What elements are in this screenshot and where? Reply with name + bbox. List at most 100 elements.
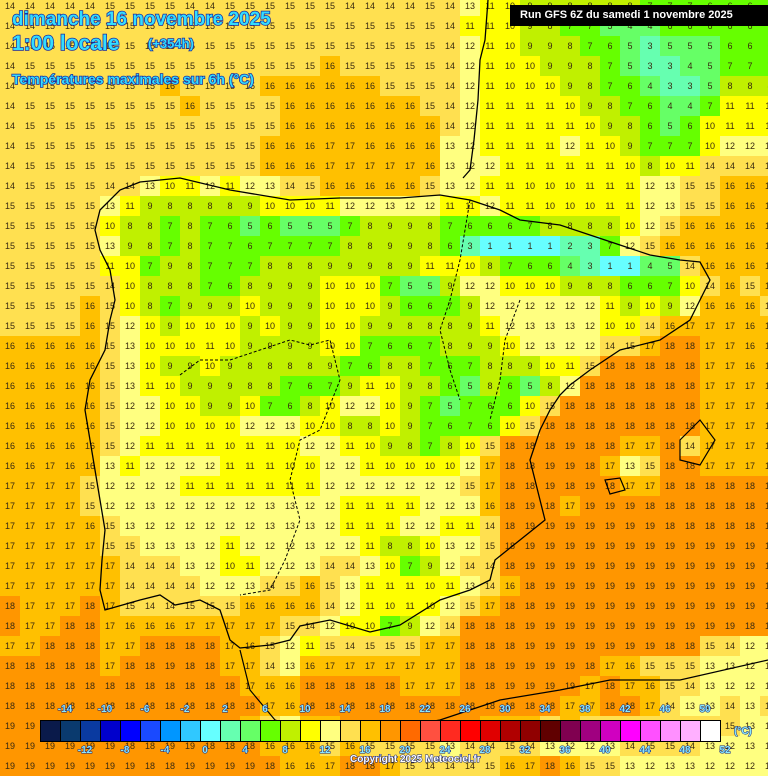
temperature-value: 8 [427, 241, 433, 251]
grid-cell [440, 0, 460, 16]
temperature-value: 12 [464, 41, 475, 51]
grid-cell [760, 276, 768, 296]
grid-cell [280, 336, 300, 356]
grid-cell [400, 56, 420, 76]
grid-cell [160, 236, 180, 256]
grid-cell [240, 256, 260, 276]
grid-cell [400, 336, 420, 356]
grid-cell [340, 336, 360, 356]
grid-cell [440, 176, 460, 196]
grid-cell [680, 316, 700, 336]
temperature-value: 7 [167, 301, 173, 311]
grid-cell [0, 276, 20, 296]
temperature-value: 10 [504, 41, 515, 51]
temperature-value: 15 [324, 21, 335, 31]
temperature-value: 7 [587, 21, 593, 31]
grid-cell [200, 156, 220, 176]
temperature-value: 12 [524, 341, 535, 351]
temperature-value: 4 [627, 21, 633, 31]
grid-cell [260, 236, 280, 256]
grid-cell [400, 0, 420, 16]
temperature-value: 5 [627, 41, 633, 51]
grid-cell [760, 216, 768, 236]
temperature-value: 15 [44, 281, 55, 291]
grid-cell [60, 116, 80, 136]
temperature-value: 9 [407, 221, 413, 231]
grid-cell [340, 196, 360, 216]
temperature-value: 4 [567, 261, 573, 271]
grid-cell [480, 216, 500, 236]
temperature-value: 18 [604, 361, 615, 371]
grid-cell [240, 76, 260, 96]
grid-cell [220, 236, 240, 256]
temperature-value: 13 [104, 201, 115, 211]
temperature-value: 8 [727, 81, 733, 91]
temperature-value: 14 [684, 261, 695, 271]
temperature-value: 16 [44, 341, 55, 351]
temperature-value: 6 [647, 121, 653, 131]
grid-cell [500, 96, 520, 116]
temperature-value: 16 [264, 81, 275, 91]
grid-cell [460, 96, 480, 116]
grid-cell [160, 196, 180, 216]
temperature-value: 15 [184, 21, 195, 31]
grid-cell [360, 256, 380, 276]
temperature-value: 11 [545, 161, 555, 171]
temperature-value: 15 [24, 41, 35, 51]
temperature-value: 16 [704, 221, 715, 231]
grid-cell [580, 136, 600, 156]
temperature-value: 5 [667, 121, 673, 131]
grid-cell [240, 96, 260, 116]
temperature-value: 17 [404, 161, 415, 171]
temperature-value: 15 [224, 21, 235, 31]
temperature-value: 15 [384, 41, 395, 51]
temperature-value: 8 [207, 201, 213, 211]
temperature-value: 15 [44, 321, 55, 331]
grid-cell [400, 156, 420, 176]
temperature-value: 9 [527, 41, 533, 51]
grid-cell [440, 116, 460, 136]
temperature-value: 14 [764, 161, 768, 171]
grid-cell [220, 196, 240, 216]
temperature-value: 15 [84, 181, 95, 191]
temperature-value: 15 [664, 221, 675, 231]
grid-cell [220, 216, 240, 236]
temperature-value: 11 [105, 261, 115, 271]
temperature-value: 17 [704, 321, 715, 331]
temperature-value: 15 [84, 281, 95, 291]
temperature-value: 13 [124, 361, 135, 371]
grid-cell [200, 276, 220, 296]
grid-cell [600, 156, 620, 176]
grid-cell [200, 336, 220, 356]
grid-cell [160, 56, 180, 76]
temperature-value: 10 [504, 21, 515, 31]
grid-cell [220, 116, 240, 136]
temperature-value: 5 [407, 281, 413, 291]
forecast-time: 1:00 locale [11, 31, 120, 56]
scale-label-bottom: 40 [599, 745, 611, 757]
scale-swatch [101, 721, 121, 741]
grid-cell [160, 176, 180, 196]
temperature-value: 10 [624, 161, 635, 171]
temperature-value: 12 [524, 301, 535, 311]
temperature-value: 8 [307, 361, 313, 371]
temperature-value: 11 [585, 181, 595, 191]
temperature-value: 11 [125, 201, 135, 211]
temperature-value: 15 [684, 201, 695, 211]
temperature-value: 8 [167, 281, 173, 291]
grid-cell [640, 356, 660, 376]
grid-cell [40, 96, 60, 116]
temperature-value: 12 [644, 221, 655, 231]
temperature-value: 5 [687, 41, 693, 51]
grid-cell [200, 116, 220, 136]
temperature-value: 13 [444, 161, 455, 171]
grid-cell [640, 296, 660, 316]
temperature-value: 9 [387, 321, 393, 331]
grid-cell [660, 316, 680, 336]
grid-cell [760, 256, 768, 276]
grid-cell [580, 316, 600, 336]
temperature-value: 15 [124, 21, 135, 31]
temperature-value: 10 [504, 61, 515, 71]
temperature-value: 15 [64, 301, 75, 311]
model-run-label: Run GFS 6Z du samedi 1 novembre 2025 [510, 5, 768, 26]
